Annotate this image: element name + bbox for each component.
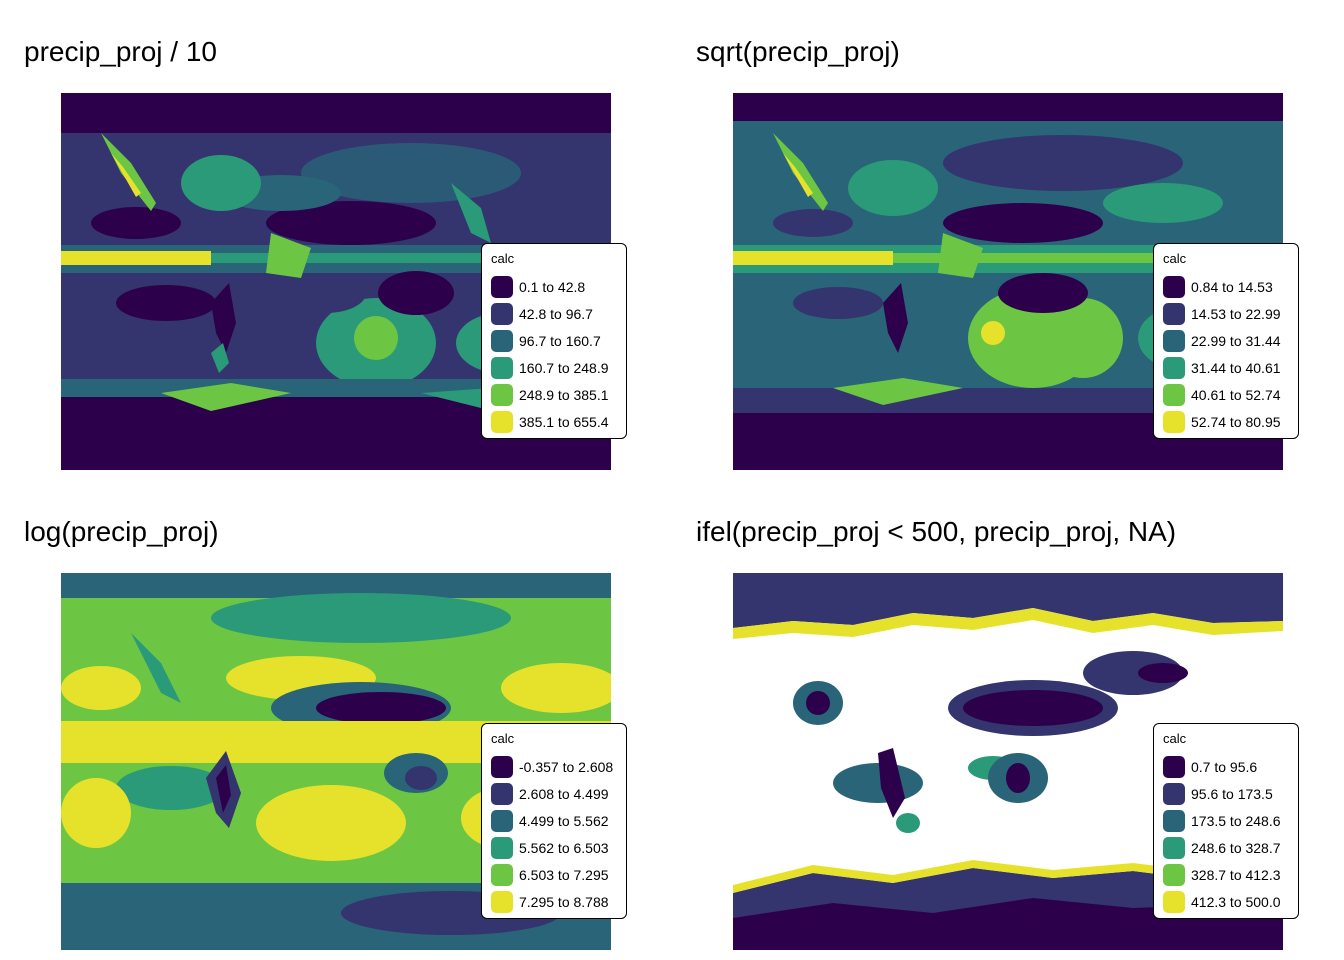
legend-swatch xyxy=(491,783,513,805)
legend-swatch xyxy=(1163,303,1185,325)
legend-label: 385.1 to 655.4 xyxy=(519,414,609,430)
legend-swatch xyxy=(491,864,513,886)
legend-swatch xyxy=(491,357,513,379)
legend-label: 95.6 to 173.5 xyxy=(1191,786,1273,802)
legend-label: 248.6 to 328.7 xyxy=(1191,840,1281,856)
legend-label: 328.7 to 412.3 xyxy=(1191,867,1281,883)
legend-swatch xyxy=(1163,810,1185,832)
legend-swatch xyxy=(491,810,513,832)
legend-swatch xyxy=(1163,783,1185,805)
legend-item: 31.44 to 40.61 xyxy=(1163,357,1281,379)
legend-label: 248.9 to 385.1 xyxy=(519,387,609,403)
legend-title: calc xyxy=(1163,731,1187,746)
legend-swatch xyxy=(1163,411,1185,433)
legend-label: 52.74 to 80.95 xyxy=(1191,414,1281,430)
legend-swatch xyxy=(1163,891,1185,913)
map-legend: calc 0.7 to 95.6 95.6 to 173.5 173.5 to … xyxy=(1153,723,1299,919)
legend-item: 42.8 to 96.7 xyxy=(491,303,593,325)
legend-swatch xyxy=(491,276,513,298)
legend-label: 4.499 to 5.562 xyxy=(519,813,609,829)
legend-item: 385.1 to 655.4 xyxy=(491,411,609,433)
map-panel-log: log(precip_proj) calc -0.357 to 2.608 2.… xyxy=(0,480,672,960)
map-panel-ifel: ifel(precip_proj < 500, precip_proj, NA)… xyxy=(672,480,1344,960)
legend-item: 0.7 to 95.6 xyxy=(1163,756,1257,778)
legend-item: 173.5 to 248.6 xyxy=(1163,810,1281,832)
legend-title: calc xyxy=(491,251,515,266)
legend-swatch xyxy=(491,330,513,352)
legend-swatch xyxy=(1163,276,1185,298)
legend-title: calc xyxy=(491,731,515,746)
legend-swatch xyxy=(491,411,513,433)
legend-item: 22.99 to 31.44 xyxy=(1163,330,1281,352)
legend-title: calc xyxy=(1163,251,1187,266)
legend-item: -0.357 to 2.608 xyxy=(491,756,613,778)
legend-item: 248.6 to 328.7 xyxy=(1163,837,1281,859)
legend-swatch xyxy=(1163,756,1185,778)
legend-swatch xyxy=(1163,864,1185,886)
legend-swatch xyxy=(491,756,513,778)
legend-label: 96.7 to 160.7 xyxy=(519,333,601,349)
legend-item: 0.1 to 42.8 xyxy=(491,276,585,298)
map-legend: calc 0.1 to 42.8 42.8 to 96.7 96.7 to 16… xyxy=(481,243,627,439)
legend-swatch xyxy=(1163,837,1185,859)
legend-item: 6.503 to 7.295 xyxy=(491,864,609,886)
legend-swatch xyxy=(1163,384,1185,406)
panel-title: sqrt(precip_proj) xyxy=(696,36,900,67)
map-legend: calc 0.84 to 14.53 14.53 to 22.99 22.99 … xyxy=(1153,243,1299,439)
legend-label: 40.61 to 52.74 xyxy=(1191,387,1281,403)
legend-swatch xyxy=(491,384,513,406)
legend-label: 22.99 to 31.44 xyxy=(1191,333,1281,349)
legend-label: 2.608 to 4.499 xyxy=(519,786,609,802)
legend-label: 0.7 to 95.6 xyxy=(1191,759,1258,775)
legend-label: 6.503 to 7.295 xyxy=(519,867,609,883)
legend-item: 14.53 to 22.99 xyxy=(1163,303,1281,325)
legend-item: 412.3 to 500.0 xyxy=(1163,891,1281,913)
raster-map xyxy=(61,93,611,470)
legend-swatch xyxy=(1163,330,1185,352)
legend-label: 0.84 to 14.53 xyxy=(1191,279,1273,295)
map-panel-sqrt: sqrt(precip_proj) calc 0.84 to 14.53 14.… xyxy=(672,0,1344,480)
legend-label: 412.3 to 500.0 xyxy=(1191,894,1281,910)
legend-swatch xyxy=(491,303,513,325)
legend-item: 7.295 to 8.788 xyxy=(491,891,609,913)
legend-label: 5.562 to 6.503 xyxy=(519,840,609,856)
legend-item: 248.9 to 385.1 xyxy=(491,384,609,406)
panel-title: ifel(precip_proj < 500, precip_proj, NA) xyxy=(696,516,1177,547)
map-legend: calc -0.357 to 2.608 2.608 to 4.499 4.49… xyxy=(481,723,627,919)
legend-item: 2.608 to 4.499 xyxy=(491,783,609,805)
legend-item: 160.7 to 248.9 xyxy=(491,357,609,379)
legend-item: 95.6 to 173.5 xyxy=(1163,783,1273,805)
legend-label: 160.7 to 248.9 xyxy=(519,360,609,376)
legend-label: 0.1 to 42.8 xyxy=(519,279,586,295)
legend-label: -0.357 to 2.608 xyxy=(519,759,614,775)
legend-label: 7.295 to 8.788 xyxy=(519,894,609,910)
legend-label: 14.53 to 22.99 xyxy=(1191,306,1281,322)
legend-item: 40.61 to 52.74 xyxy=(1163,384,1281,406)
legend-swatch xyxy=(491,837,513,859)
legend-item: 52.74 to 80.95 xyxy=(1163,411,1281,433)
legend-label: 173.5 to 248.6 xyxy=(1191,813,1281,829)
legend-item: 328.7 to 412.3 xyxy=(1163,864,1281,886)
legend-item: 5.562 to 6.503 xyxy=(491,837,609,859)
panel-title: log(precip_proj) xyxy=(24,516,219,547)
panel-title: precip_proj / 10 xyxy=(24,36,218,67)
legend-label: 31.44 to 40.61 xyxy=(1191,360,1281,376)
legend-swatch xyxy=(1163,357,1185,379)
legend-item: 96.7 to 160.7 xyxy=(491,330,601,352)
legend-swatch xyxy=(491,891,513,913)
legend-item: 4.499 to 5.562 xyxy=(491,810,609,832)
legend-label: 42.8 to 96.7 xyxy=(519,306,593,322)
legend-item: 0.84 to 14.53 xyxy=(1163,276,1273,298)
map-panel-divided: precip_proj / 10 calc 0.1 to 42.8 42.8 t… xyxy=(0,0,672,480)
